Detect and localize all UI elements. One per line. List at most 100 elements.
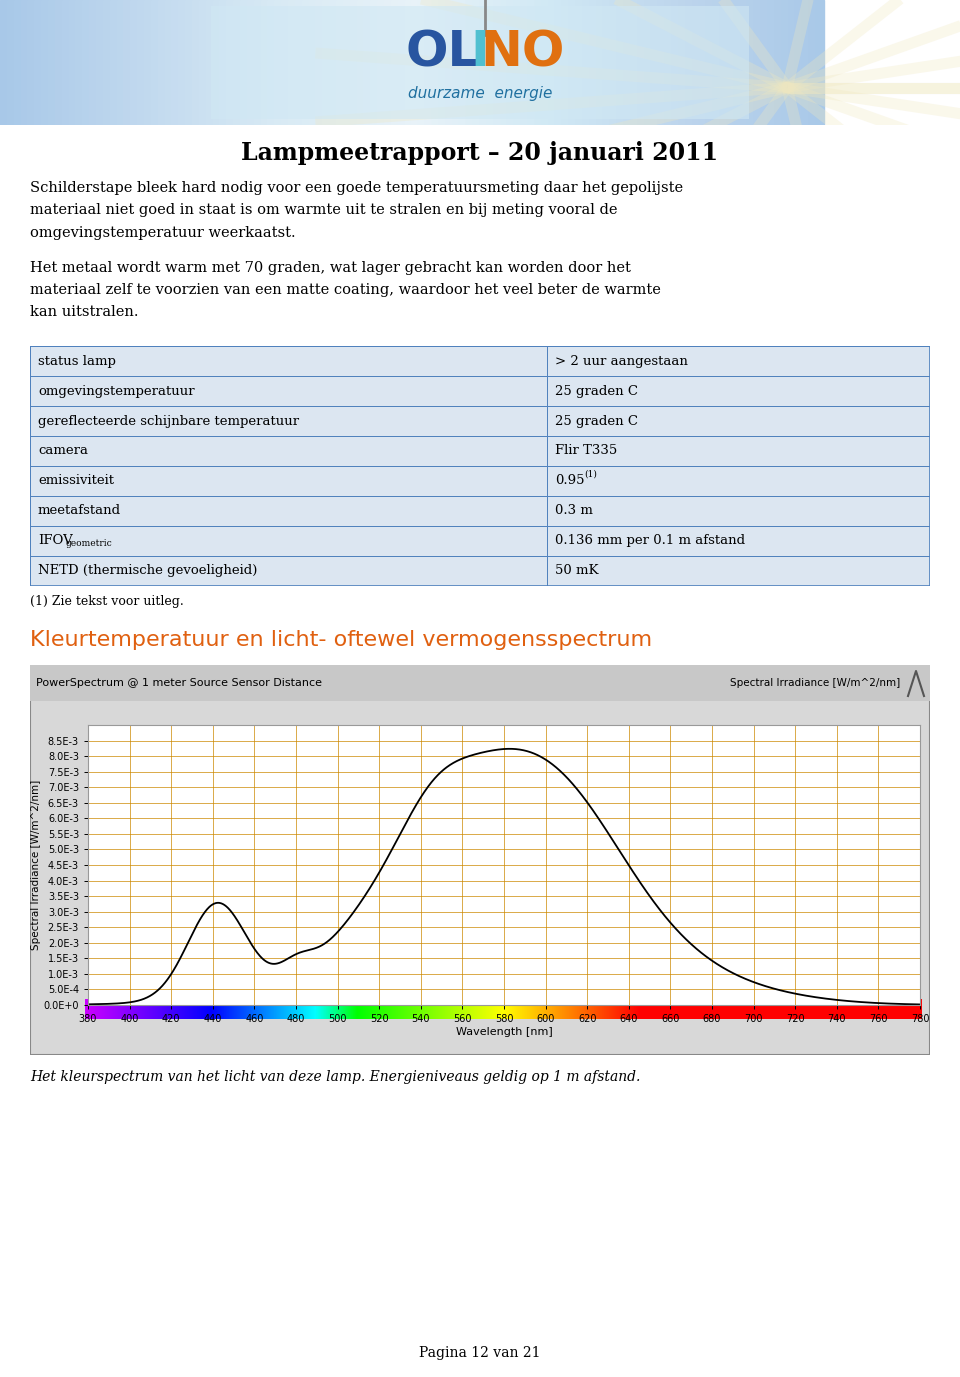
Text: 0.136 mm per 0.1 m afstand: 0.136 mm per 0.1 m afstand xyxy=(555,534,745,548)
Bar xyxy=(227,0,234,125)
Bar xyxy=(13,0,21,125)
Bar xyxy=(30,496,547,526)
Bar xyxy=(211,7,749,118)
Bar xyxy=(172,0,180,125)
Bar xyxy=(556,0,564,125)
Bar xyxy=(30,556,547,587)
Bar xyxy=(816,0,824,125)
Bar xyxy=(720,0,728,125)
Bar xyxy=(508,0,516,125)
Bar xyxy=(583,0,590,125)
Bar xyxy=(116,0,125,125)
Bar xyxy=(199,0,206,125)
Bar xyxy=(30,465,547,496)
Bar xyxy=(96,0,104,125)
Bar xyxy=(364,0,372,125)
Bar xyxy=(397,0,405,125)
Bar xyxy=(452,0,461,125)
Text: NO: NO xyxy=(480,29,564,77)
Text: > 2 uur aangestaan: > 2 uur aangestaan xyxy=(555,354,688,368)
Bar xyxy=(308,0,317,125)
Bar xyxy=(253,0,261,125)
Bar xyxy=(788,0,797,125)
Bar xyxy=(356,0,365,125)
Bar xyxy=(733,0,741,125)
Bar xyxy=(329,0,337,125)
Text: Lampmeetrapport – 20 januari 2011: Lampmeetrapport – 20 januari 2011 xyxy=(241,140,719,165)
Bar xyxy=(809,0,817,125)
Text: OL: OL xyxy=(406,29,480,77)
Text: Schilderstape bleek hard nodig voor een goede temperatuursmeting daar het gepoli: Schilderstape bleek hard nodig voor een … xyxy=(30,180,684,240)
Bar xyxy=(185,0,193,125)
Bar xyxy=(30,346,547,376)
Bar xyxy=(295,0,302,125)
Bar xyxy=(547,437,930,465)
Bar xyxy=(781,0,789,125)
Bar xyxy=(672,0,680,125)
Bar xyxy=(179,0,186,125)
Bar xyxy=(515,0,522,125)
Text: Het kleurspectrum van het licht van deze lamp. Energieniveaus geldig op 1 m afst: Het kleurspectrum van het licht van deze… xyxy=(30,1070,640,1084)
Bar xyxy=(460,0,468,125)
Text: 0.3 m: 0.3 m xyxy=(555,504,593,518)
Bar xyxy=(707,0,714,125)
Bar xyxy=(288,0,296,125)
Bar xyxy=(439,0,446,125)
Bar xyxy=(164,0,173,125)
Bar xyxy=(384,0,392,125)
Text: Spectral Irradiance [W/m^2/nm]: Spectral Irradiance [W/m^2/nm] xyxy=(730,677,900,688)
Bar xyxy=(589,0,597,125)
Bar xyxy=(493,0,501,125)
Bar xyxy=(247,0,254,125)
Bar xyxy=(124,0,132,125)
Bar xyxy=(103,0,110,125)
Bar xyxy=(68,0,77,125)
Bar xyxy=(541,0,549,125)
Bar xyxy=(761,0,769,125)
Bar xyxy=(205,0,213,125)
Bar xyxy=(192,0,200,125)
Text: omgevingstemperatuur: omgevingstemperatuur xyxy=(38,384,195,398)
Bar xyxy=(109,0,117,125)
Bar xyxy=(268,0,276,125)
Bar xyxy=(548,0,557,125)
Text: Pagina 12 van 21: Pagina 12 van 21 xyxy=(420,1345,540,1360)
Bar xyxy=(20,0,29,125)
Bar xyxy=(467,0,474,125)
Bar xyxy=(775,0,782,125)
Bar xyxy=(137,0,145,125)
Bar xyxy=(611,0,618,125)
Bar xyxy=(151,0,158,125)
Bar xyxy=(377,0,385,125)
Bar xyxy=(371,0,378,125)
X-axis label: Wavelength [nm]: Wavelength [nm] xyxy=(456,1027,552,1037)
Bar xyxy=(563,0,570,125)
Text: 50 mK: 50 mK xyxy=(555,565,598,577)
Text: 25 graden C: 25 graden C xyxy=(555,414,638,427)
Bar xyxy=(391,0,398,125)
Bar xyxy=(157,0,165,125)
Bar xyxy=(41,0,49,125)
Bar xyxy=(473,0,481,125)
Text: (1) Zie tekst voor uitleg.: (1) Zie tekst voor uitleg. xyxy=(30,595,183,609)
Text: status lamp: status lamp xyxy=(38,354,116,368)
Bar xyxy=(521,0,529,125)
Bar xyxy=(713,0,721,125)
Bar xyxy=(528,0,536,125)
Bar xyxy=(76,0,84,125)
Bar xyxy=(685,0,693,125)
Bar xyxy=(212,0,221,125)
Bar xyxy=(659,0,666,125)
Bar xyxy=(480,0,488,125)
Bar xyxy=(30,665,930,701)
Text: IFOV: IFOV xyxy=(38,534,73,548)
Bar xyxy=(61,0,69,125)
Bar xyxy=(336,0,344,125)
Bar xyxy=(48,0,56,125)
Bar xyxy=(637,0,645,125)
Text: 0.95: 0.95 xyxy=(555,475,585,487)
Bar xyxy=(83,0,90,125)
Bar xyxy=(323,0,330,125)
Text: gereflecteerde schijnbare temperatuur: gereflecteerde schijnbare temperatuur xyxy=(38,414,300,427)
Bar xyxy=(535,0,542,125)
